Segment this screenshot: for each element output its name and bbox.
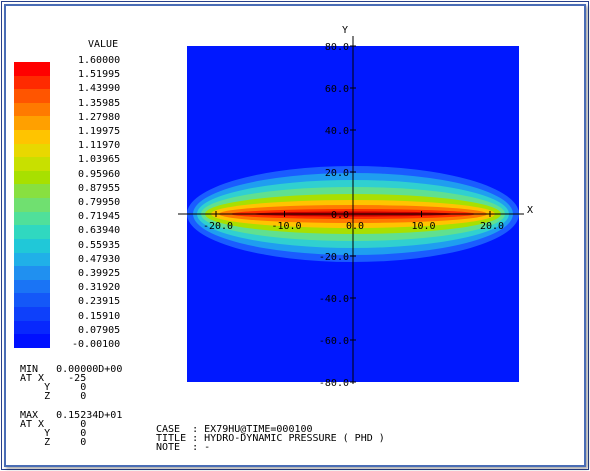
legend-value-label: 1.43990	[78, 83, 121, 95]
legend-value-label: 0.95960	[78, 168, 121, 180]
legend-swatch	[14, 75, 50, 90]
legend-value-label: 1.19975	[78, 126, 121, 137]
min-at-x: AT X -25	[20, 373, 87, 384]
min-value: MIN 0.00000D+00	[20, 364, 123, 375]
legend-value-label: 1.11970	[78, 140, 121, 152]
legend-value-label: 1.51995	[78, 69, 121, 81]
max-value: MAX 0.15234D+01	[20, 410, 123, 421]
legend-swatch	[14, 211, 50, 226]
legend-value-label: -0.00100	[72, 339, 121, 350]
legend-swatch	[14, 266, 50, 280]
legend-swatch	[14, 225, 50, 239]
legend-swatch	[14, 320, 50, 335]
legend-value-label: 0.15910	[78, 310, 121, 322]
legend-swatch	[14, 293, 50, 307]
x-tick-label: 0.0	[346, 221, 364, 232]
legend-swatch	[14, 184, 50, 199]
legend-value-label: 1.60000	[78, 55, 121, 66]
legend-swatch	[14, 306, 50, 321]
legend-value-label: 0.31920	[78, 282, 121, 294]
y-tick-label: -80.0	[319, 378, 349, 389]
min-at-z: Z 0	[20, 391, 87, 402]
y-tick-label: 60.0	[325, 84, 349, 95]
legend-swatch	[14, 198, 50, 212]
y-tick-label: 40.0	[325, 126, 349, 137]
legend-value-label: 0.55935	[78, 239, 121, 251]
case-label: CASE : EX79HU@TIME=000100	[156, 424, 313, 435]
legend-value-label: 0.39925	[78, 268, 121, 279]
x-tick-label: 20.0	[480, 221, 504, 232]
legend-swatch	[14, 252, 50, 267]
legend-value-label: 0.47930	[78, 253, 121, 265]
y-axis-label: Y	[342, 25, 348, 36]
y-tick-label: -60.0	[319, 336, 349, 347]
legend-swatch	[14, 170, 50, 185]
legend-swatch	[14, 157, 50, 171]
legend-swatch	[14, 130, 50, 144]
note-label: NOTE : -	[156, 442, 211, 453]
y-tick-label: 20.0	[325, 168, 349, 179]
legend-value-label: 0.07905	[78, 324, 121, 336]
min-at-y: Y 0	[20, 382, 87, 393]
legend-value-label: 1.35985	[78, 97, 121, 109]
x-axis-label: X	[527, 205, 533, 216]
legend-swatch	[14, 143, 50, 158]
title-label: TITLE : HYDRO-DYNAMIC PRESSURE ( PHD )	[156, 433, 385, 444]
legend-value-label: 1.27980	[78, 111, 121, 123]
x-tick-label: 10.0	[411, 221, 435, 232]
legend-value-label: 0.79950	[78, 197, 121, 208]
max-at-z: Z 0	[20, 437, 87, 448]
legend-value-label: 0.23915	[78, 296, 121, 308]
legend-value-label: 0.71945	[78, 211, 121, 223]
x-tick-label: -10.0	[271, 221, 301, 232]
legend-swatch	[14, 116, 50, 131]
legend-swatch	[14, 89, 50, 103]
y-tick-label: -20.0	[319, 252, 349, 263]
legend-swatch	[14, 279, 50, 294]
y-tick-label: -40.0	[319, 294, 349, 305]
legend-title: VALUE	[88, 39, 119, 50]
x-tick-label: -20.0	[203, 221, 233, 232]
max-at-y: Y 0	[20, 428, 87, 439]
max-at-x: AT X 0	[20, 419, 87, 430]
legend-swatch	[14, 102, 50, 117]
y-tick-label: 0.0	[331, 210, 349, 221]
legend-color-bar	[14, 62, 50, 348]
y-tick-label: 80.0	[325, 42, 349, 53]
legend-value-label: 0.63940	[78, 225, 121, 237]
legend-value-label: 1.03965	[78, 154, 121, 166]
legend-swatch	[14, 62, 50, 76]
legend-swatch	[14, 334, 50, 348]
legend-value-label: 0.87955	[78, 182, 121, 194]
legend-swatch	[14, 238, 50, 253]
